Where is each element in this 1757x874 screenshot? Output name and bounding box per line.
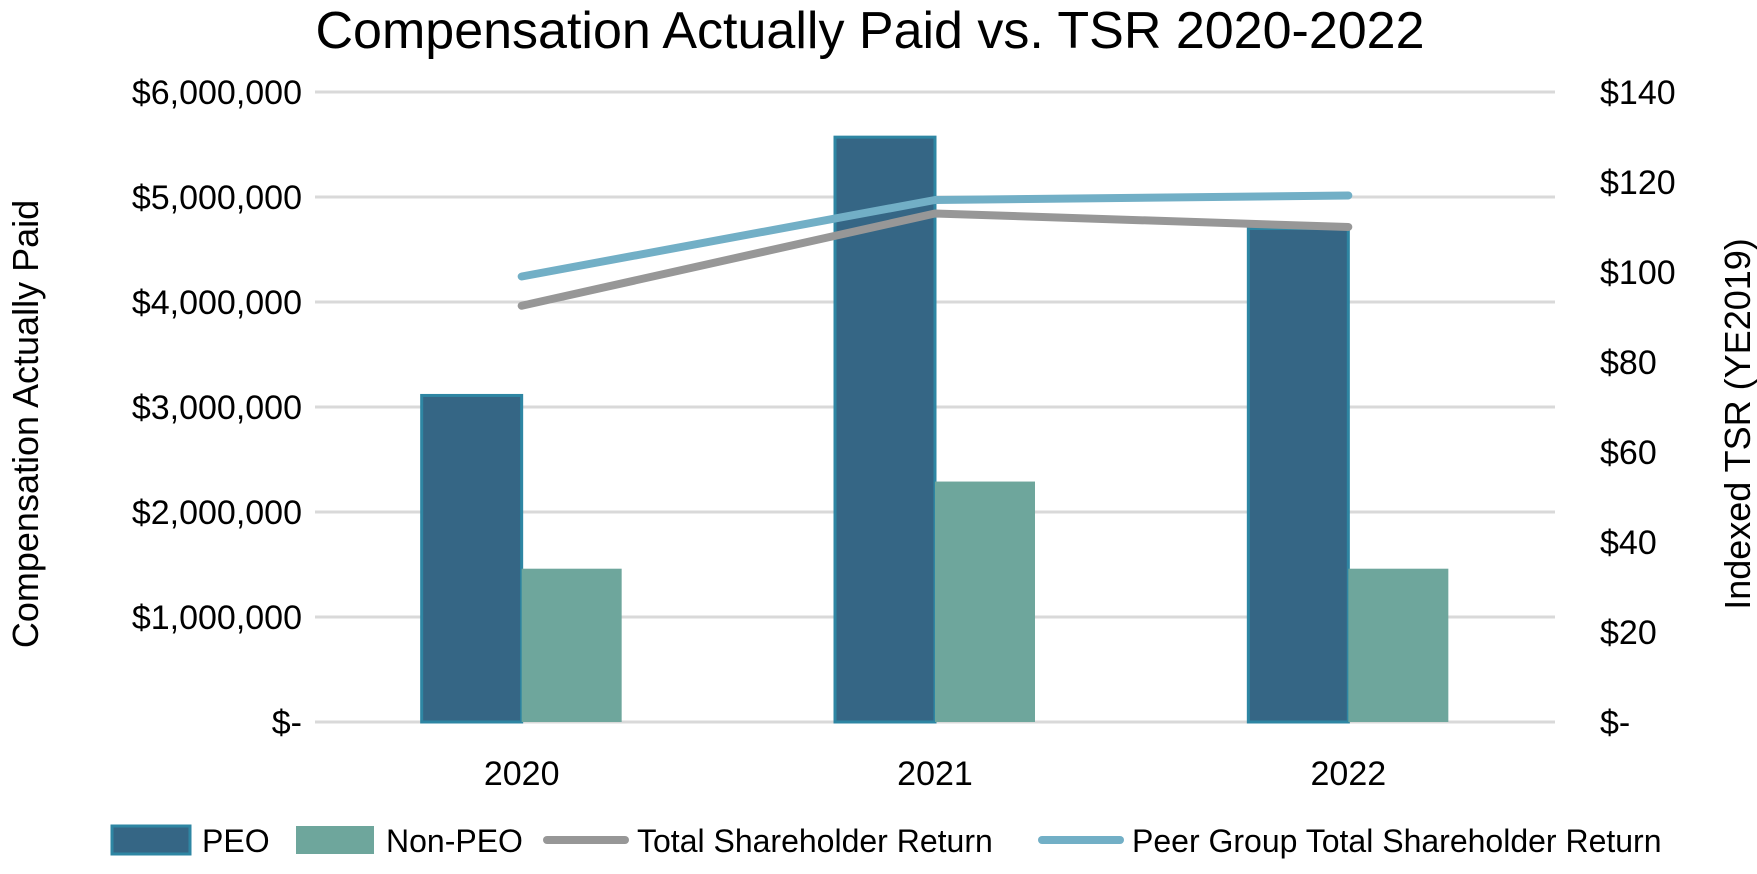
- right-tick-label: $40: [1600, 524, 1657, 562]
- legend-label-peo: PEO: [202, 823, 270, 859]
- left-tick-label: $5,000,000: [132, 179, 302, 217]
- bar-non-peo-2020: [521, 568, 622, 722]
- bar-peo-2020: [420, 393, 524, 724]
- legend-label-total-shareholder-return: Total Shareholder Return: [637, 823, 993, 859]
- x-tick-label: 2020: [484, 755, 560, 793]
- bar-peo-2022: [1246, 227, 1350, 724]
- left-axis-ticks: $- $1,000,000 $2,000,000 $3,000,000 $4,000,0…: [132, 74, 302, 742]
- x-axis-ticks: 2020 2021 2022: [484, 755, 1386, 793]
- right-tick-label: $100: [1600, 254, 1676, 292]
- chart-title: Compensation Actually Paid vs. TSR 2020-…: [315, 2, 1424, 60]
- right-tick-label: $60: [1600, 434, 1657, 472]
- line-peer-group-total-shareholder-return: [517, 191, 1353, 281]
- legend-swatch-non-peo: [296, 826, 374, 854]
- legend-swatch-peo: [110, 824, 192, 856]
- line-total-shareholder-return: [517, 209, 1353, 310]
- lines: [517, 191, 1353, 310]
- legend-label-non-peo: Non-PEO: [386, 823, 523, 859]
- left-tick-label: $3,000,000: [132, 389, 302, 427]
- left-axis-title: Compensation Actually Paid: [5, 200, 46, 648]
- right-tick-label: $140: [1600, 74, 1676, 112]
- right-tick-label: $80: [1600, 344, 1657, 382]
- right-axis-title: Indexed TSR (YE2019): [1717, 238, 1757, 610]
- bar-non-peo-2022: [1348, 568, 1449, 722]
- right-tick-label: $120: [1600, 164, 1676, 202]
- x-tick-label: 2021: [897, 755, 973, 793]
- bars: [420, 135, 1449, 724]
- right-tick-label: $20: [1600, 614, 1657, 652]
- x-tick-label: 2022: [1311, 755, 1387, 793]
- legend-label-peer-group-total-shareholder-return: Peer Group Total Shareholder Return: [1132, 823, 1662, 859]
- left-tick-label: $6,000,000: [132, 74, 302, 112]
- left-tick-label: $1,000,000: [132, 599, 302, 637]
- left-tick-label: $4,000,000: [132, 284, 302, 322]
- right-tick-label: $-: [1600, 704, 1630, 742]
- bar-non-peo-2021: [935, 481, 1035, 722]
- legend: PEO Non-PEO Total Shareholder Return Peer G…: [110, 823, 1662, 859]
- left-tick-label: $2,000,000: [132, 494, 302, 532]
- right-axis-ticks: $- $20 $40 $60 $80 $100 $120 $140: [1600, 74, 1676, 742]
- left-tick-label: $-: [272, 704, 302, 742]
